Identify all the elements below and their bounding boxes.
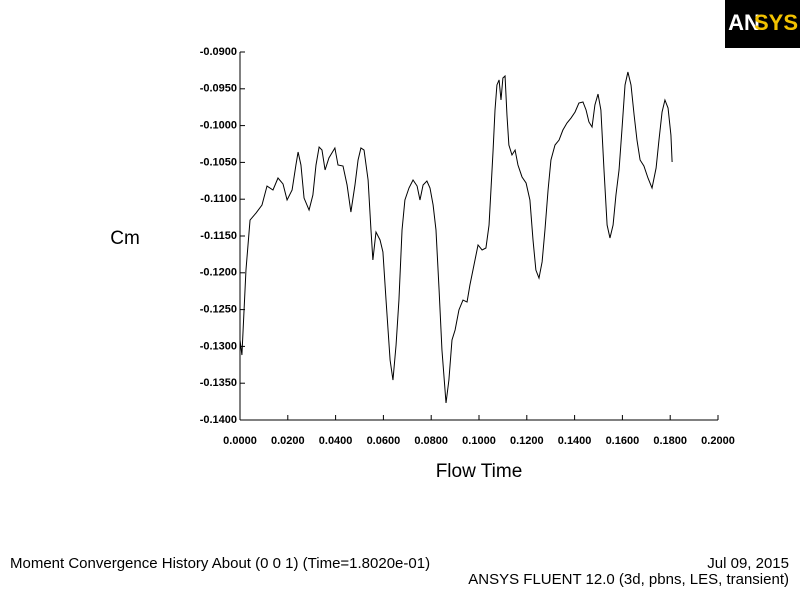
x-tick-label: 0.2000 (701, 435, 735, 447)
y-tick-label: -0.1050 (200, 156, 237, 168)
y-tick-label: -0.1100 (200, 193, 237, 205)
y-tick-label: -0.1300 (200, 340, 237, 352)
x-tick-label: 0.1600 (606, 435, 640, 447)
x-tick-label: 0.0000 (223, 435, 257, 447)
logo-box (725, 0, 800, 48)
y-tick-label: -0.1150 (200, 230, 237, 242)
x-axis-label: Flow Time (436, 461, 523, 482)
x-tick-label: 0.1200 (510, 435, 544, 447)
logo-part: AN (728, 10, 760, 35)
y-tick-label: -0.0950 (200, 83, 237, 95)
footer-version: ANSYS FLUENT 12.0 (3d, pbns, LES, transi… (468, 571, 789, 588)
data-line (239, 71, 673, 404)
y-tick-label: -0.1250 (200, 304, 237, 316)
x-tick-label: 0.1800 (653, 435, 687, 447)
y-tick-label: -0.1000 (200, 120, 237, 132)
x-tick-label: 0.0800 (414, 435, 448, 447)
x-tick-label: 0.0400 (319, 435, 353, 447)
logo-part: SYS (754, 10, 798, 35)
y-tick-label: -0.1200 (200, 267, 237, 279)
footer-title: Moment Convergence History About (0 0 1)… (10, 555, 430, 572)
y-axis-label: Cm (110, 228, 140, 249)
x-tick-label: 0.1000 (462, 435, 496, 447)
x-tick-label: 0.0600 (367, 435, 401, 447)
y-tick-label: -0.1350 (200, 377, 237, 389)
y-tick-label: -0.0900 (200, 46, 237, 58)
y-tick-label: -0.1400 (200, 414, 237, 426)
footer-date: Jul 09, 2015 (707, 555, 789, 572)
x-tick-label: 0.1400 (558, 435, 592, 447)
x-tick-label: 0.0200 (271, 435, 305, 447)
